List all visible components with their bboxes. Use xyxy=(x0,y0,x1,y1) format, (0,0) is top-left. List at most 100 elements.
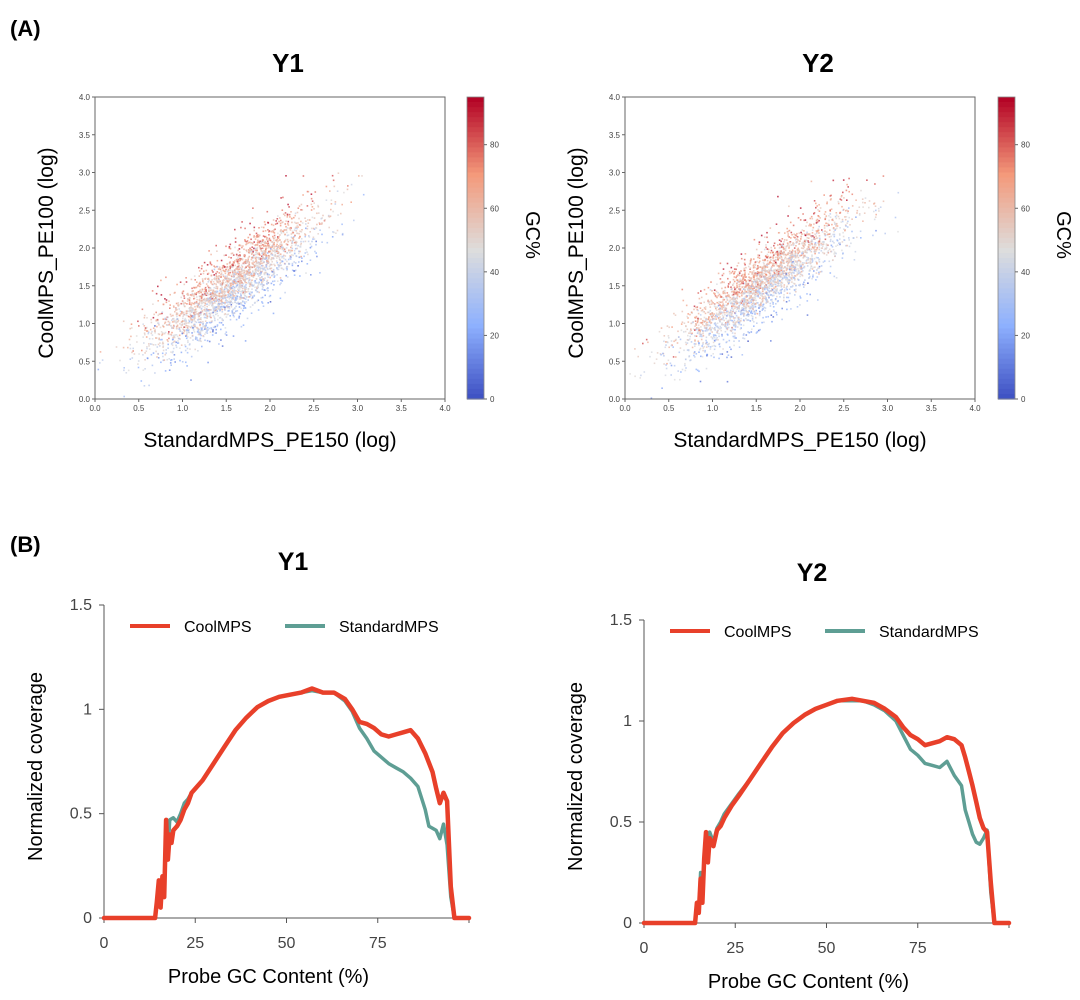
scatter-point xyxy=(210,296,212,298)
scatter-point xyxy=(309,243,312,245)
scatter-point xyxy=(225,245,227,248)
scatter-point xyxy=(837,200,840,203)
scatter-point xyxy=(293,236,295,238)
scatter-point xyxy=(198,328,200,331)
scatter-point xyxy=(225,284,228,286)
chart-title: Y1 xyxy=(272,48,304,78)
scatter-point xyxy=(746,287,749,290)
y-tick-label: 1.0 xyxy=(79,320,91,329)
scatter-point xyxy=(796,241,798,243)
scatter-point xyxy=(199,283,202,286)
x-tick-label: 1.0 xyxy=(177,404,189,413)
colorbar-segment xyxy=(467,102,484,108)
scatter-point xyxy=(255,262,258,264)
scatter-point xyxy=(706,341,708,344)
scatter-point xyxy=(183,319,186,321)
scatter-point xyxy=(254,247,257,250)
scatter-point xyxy=(793,242,795,245)
scatter-point xyxy=(257,285,259,287)
scatter-point xyxy=(300,242,302,245)
scatter-point xyxy=(185,277,187,279)
scatter-point xyxy=(154,331,156,334)
scatter-point xyxy=(169,293,171,296)
scatter-point xyxy=(739,279,742,282)
scatter-point xyxy=(238,306,241,308)
scatter-point xyxy=(157,285,159,288)
scatter-point xyxy=(207,281,210,283)
scatter-point xyxy=(803,286,805,288)
scatter-point xyxy=(736,275,738,277)
scatter-point xyxy=(773,290,775,293)
scatter-point xyxy=(234,277,237,280)
scatter-point xyxy=(772,274,774,276)
scatter-point xyxy=(716,322,719,325)
scatter-point xyxy=(717,291,719,294)
scatter-point xyxy=(203,270,205,272)
scatter-point xyxy=(264,289,267,291)
scatter-point xyxy=(194,310,197,312)
scatter-point xyxy=(643,371,646,373)
scatter-point xyxy=(300,203,303,206)
scatter-point xyxy=(231,302,234,304)
scatter-point xyxy=(207,278,209,280)
scatter-point xyxy=(173,306,175,308)
scatter-point xyxy=(736,286,739,288)
scatter-point xyxy=(259,283,262,286)
scatter-point xyxy=(187,339,189,342)
scatter-point xyxy=(791,281,793,283)
scatter-point xyxy=(200,318,202,321)
scatter-point xyxy=(247,258,249,261)
scatter-point xyxy=(279,224,282,227)
scatter-point xyxy=(712,334,715,336)
scatter-point xyxy=(668,326,670,329)
scatter-point xyxy=(747,313,749,316)
scatter-point xyxy=(201,302,204,305)
scatter-point xyxy=(194,279,196,281)
scatter-point xyxy=(271,230,274,232)
scatter-point xyxy=(727,322,729,324)
scatter-point xyxy=(198,270,201,272)
scatter-point xyxy=(237,302,239,305)
scatter-point xyxy=(783,276,785,279)
scatter-point xyxy=(161,352,164,355)
scatter-point xyxy=(288,227,291,229)
scatter-point xyxy=(753,263,755,266)
scatter-point xyxy=(786,292,789,294)
scatter-point xyxy=(249,283,252,285)
scatter-point xyxy=(236,272,238,275)
scatter-point xyxy=(156,337,158,339)
scatter-point xyxy=(684,369,687,372)
scatter-point xyxy=(730,312,733,314)
scatter-point xyxy=(130,323,133,325)
scatter-point xyxy=(703,320,706,323)
scatter-point xyxy=(784,253,787,256)
scatter-point xyxy=(233,261,235,264)
scatter-point xyxy=(247,256,250,259)
scatter-point xyxy=(773,287,775,289)
scatter-point xyxy=(755,302,758,304)
scatter-point xyxy=(251,297,253,300)
scatter-point xyxy=(780,255,782,258)
scatter-point xyxy=(179,347,181,349)
colorbar-segment xyxy=(467,147,484,153)
scatter-point xyxy=(219,283,222,285)
scatter-point xyxy=(793,276,796,279)
scatter-point xyxy=(305,248,307,251)
scatter-point xyxy=(848,177,850,180)
scatter-point xyxy=(215,308,218,310)
scatter-point xyxy=(232,270,235,272)
scatter-point xyxy=(129,347,132,350)
scatter-point xyxy=(726,298,728,301)
scatter-point xyxy=(806,259,808,261)
scatter-point xyxy=(754,291,756,294)
scatter-point xyxy=(202,305,204,308)
scatter-point xyxy=(234,260,236,262)
scatter-point xyxy=(794,267,797,269)
scatter-point xyxy=(272,224,275,227)
scatter-point xyxy=(760,274,763,277)
scatter-point xyxy=(732,321,735,324)
scatter-point xyxy=(733,276,736,278)
scatter-point xyxy=(231,297,234,300)
scatter-point xyxy=(868,200,871,202)
scatter-point xyxy=(747,315,750,317)
